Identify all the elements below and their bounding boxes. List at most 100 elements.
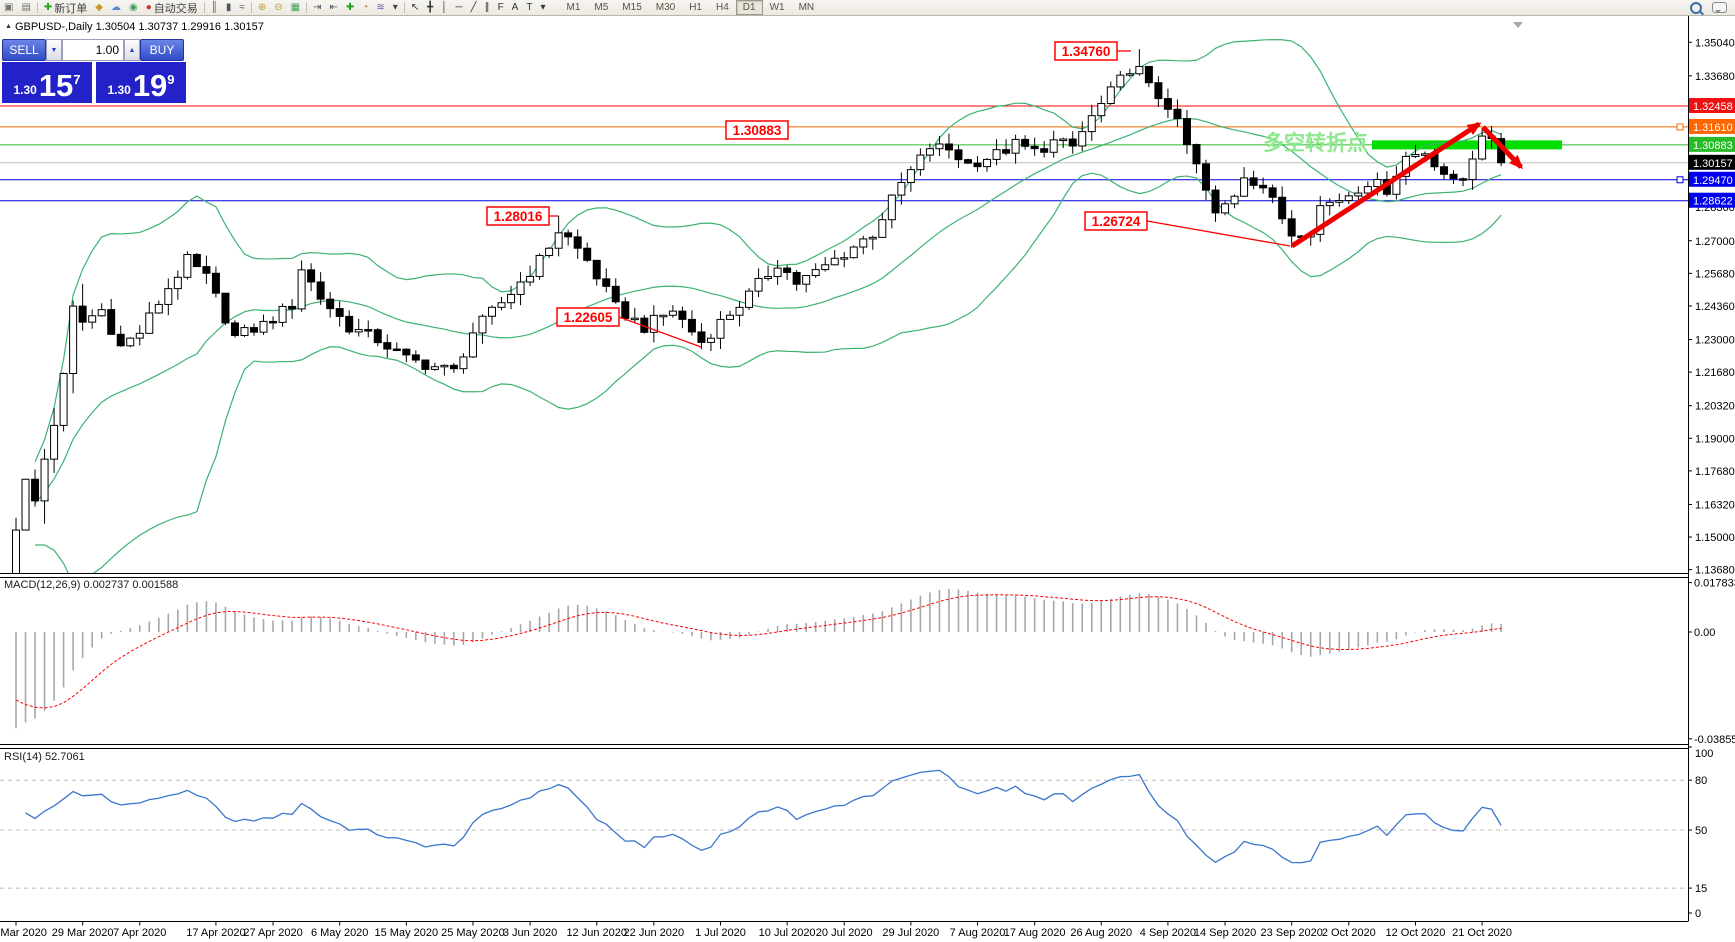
svg-text:1.30883: 1.30883 — [1693, 140, 1733, 152]
annotations: 1.34760 1.30883 1.28016 1.22605 1.26724 多空转折点 — [486, 41, 1524, 348]
arrows-icon[interactable]: ▾ — [540, 1, 546, 13]
svg-text:1.31610: 1.31610 — [1693, 122, 1733, 134]
svg-text:1.16320: 1.16320 — [1695, 499, 1735, 511]
toolbar-separator — [306, 2, 308, 13]
svg-text:15: 15 — [1695, 883, 1707, 895]
channel-icon[interactable]: ∥ — [484, 1, 490, 13]
one-click-trading-panel: SELL ▼ ▲ BUY 1.30 15 7 1.30 19 9 — [2, 39, 192, 103]
timeframe-h4[interactable]: H4 — [716, 2, 729, 13]
vertical-line-icon[interactable]: │ — [441, 1, 448, 13]
fibonacci-icon[interactable]: F — [497, 1, 504, 13]
price-tag-1.26724 — [1084, 211, 1148, 231]
chart-shift-icon[interactable]: ⇤ — [329, 1, 338, 13]
auto-scroll-icon[interactable]: ⇥ — [313, 1, 322, 13]
new-order-button[interactable]: ✚ 新订单 — [43, 1, 88, 15]
publish-icon[interactable]: ☁ — [111, 1, 121, 13]
search-icon[interactable] — [1690, 1, 1702, 14]
svg-text:17 Aug 2020: 17 Aug 2020 — [1004, 927, 1066, 939]
axis-label-1.29470 — [1689, 171, 1735, 187]
svg-text:1.33680: 1.33680 — [1695, 71, 1735, 83]
toolbar-items: ▣ ▤ ✚ 新订单 ◆ ☁ ◉ ● 自动交易 ║ ▮ ≈ ⊕ ⊖ ▦ ⇥ ⇤ ✚ ◔ ≋ ▾ ↖ ╋ │ ─ ╱ ∥ F A T ▾ — [0, 1, 549, 15]
buy-button[interactable]: BUY — [140, 39, 184, 61]
timeframe-m30[interactable]: M30 — [655, 2, 676, 13]
axis-label-1.32458 — [1689, 98, 1735, 113]
horizontal-line-icon[interactable]: ─ — [455, 1, 463, 13]
toolbar-right — [1690, 1, 1735, 14]
svg-text:1.28622: 1.28622 — [1693, 196, 1733, 208]
period-icon[interactable]: ◔ — [362, 1, 369, 13]
zoom-out-icon[interactable]: ⊖ — [274, 1, 283, 13]
line-chart-icon[interactable]: ≈ — [239, 1, 245, 13]
collapse-icon[interactable]: ▲ — [5, 23, 12, 30]
buy-price-display[interactable]: 1.30 19 9 — [96, 62, 186, 103]
timeframe-m5[interactable]: M5 — [594, 2, 609, 13]
svg-text:19 Mar 2020: 19 Mar 2020 — [0, 927, 47, 939]
svg-text:-0.038559: -0.038559 — [1694, 734, 1735, 746]
svg-text:3 Jun 2020: 3 Jun 2020 — [503, 927, 557, 939]
svg-text:1.23000: 1.23000 — [1695, 335, 1735, 347]
timeframe-m1[interactable]: M1 — [566, 2, 581, 13]
buy-price-pip: 9 — [167, 72, 175, 87]
svg-text:1.29470: 1.29470 — [1693, 175, 1733, 187]
rsi-label: RSI(14) 52.7061 — [4, 751, 85, 763]
trend-arrow — [1481, 125, 1524, 170]
cursor-icon[interactable]: ↖ — [410, 1, 420, 13]
volume-increase-button[interactable]: ▲ — [124, 39, 140, 61]
sell-button[interactable]: SELL — [2, 39, 46, 61]
price-tag-1.28016 — [486, 206, 550, 226]
bar-chart-icon[interactable]: ║ — [210, 1, 218, 13]
timeframe-h1[interactable]: H1 — [689, 2, 702, 13]
trendline-icon[interactable]: ╱ — [470, 1, 477, 13]
turning-point-text: 多空转折点 — [1263, 131, 1368, 155]
timeframe-d1[interactable]: D1 — [735, 0, 763, 15]
chat-icon[interactable] — [1712, 2, 1727, 13]
toolbar-separator — [250, 2, 252, 13]
svg-text:25 May 2020: 25 May 2020 — [441, 927, 505, 939]
auto-trading-button[interactable]: ● 自动交易 — [145, 1, 198, 15]
dropdown-icon[interactable]: ▾ — [392, 1, 398, 13]
rsi-pane — [0, 769, 1688, 889]
gold-icon[interactable]: ◆ — [95, 1, 103, 13]
toolbar: ▣ ▤ ✚ 新订单 ◆ ☁ ◉ ● 自动交易 ║ ▮ ≈ ⊕ ⊖ ▦ ⇥ ⇤ ✚ ◔ ≋ ▾ ↖ ╋ │ ─ ╱ ∥ F A T ▾ M1 M… — [0, 0, 1735, 16]
svg-text:0: 0 — [1695, 908, 1701, 920]
indicators-icon[interactable]: ≋ — [376, 1, 385, 13]
price-tag-1.30883 — [725, 120, 789, 140]
volume-input[interactable] — [62, 39, 124, 61]
svg-text:1.19000: 1.19000 — [1695, 433, 1735, 445]
line-marker — [1676, 176, 1684, 184]
trend-arrow — [1290, 121, 1482, 249]
svg-text:2 Oct 2020: 2 Oct 2020 — [1322, 927, 1376, 939]
chart-window-icon[interactable]: ▣ — [4, 1, 14, 13]
data-window-icon[interactable]: ▤ — [21, 1, 31, 13]
svg-text:1.15000: 1.15000 — [1695, 532, 1735, 544]
axis-label-1.28622 — [1689, 192, 1735, 208]
new-chart-icon[interactable]: ✚ — [345, 1, 355, 13]
sell-price-prefix: 1.30 — [13, 83, 37, 97]
price-tag-1.22605 — [556, 307, 620, 327]
toolbar-separator — [203, 2, 205, 13]
svg-text:4 Sep 2020: 4 Sep 2020 — [1140, 927, 1196, 939]
sell-price-display[interactable]: 1.30 15 7 — [2, 62, 92, 103]
highlight-band[interactable] — [1372, 140, 1562, 150]
timeframe-m15[interactable]: M15 — [622, 2, 642, 13]
zoom-in-icon[interactable]: ⊕ — [257, 1, 267, 13]
svg-text:7 Aug 2020: 7 Aug 2020 — [950, 927, 1006, 939]
tile-windows-icon[interactable]: ▦ — [290, 1, 301, 13]
svg-text:17 Apr 2020: 17 Apr 2020 — [186, 927, 245, 939]
svg-text:10 Jul 2020: 10 Jul 2020 — [759, 927, 816, 939]
timeframe-w1[interactable]: W1 — [769, 2, 785, 13]
timeframe-mn[interactable]: MN — [798, 2, 815, 13]
svg-text:0.017833: 0.017833 — [1694, 578, 1735, 590]
text-icon[interactable]: A — [511, 1, 519, 13]
volume-decrease-button[interactable]: ▼ — [46, 39, 62, 61]
text-label-icon[interactable]: T — [526, 1, 533, 13]
candlestick-chart-icon[interactable]: ▮ — [225, 1, 232, 13]
svg-text:1.32458: 1.32458 — [1693, 101, 1733, 113]
crosshair-icon[interactable]: ╋ — [427, 1, 434, 13]
sell-price-big: 15 — [38, 68, 74, 103]
macd-label: MACD(12,26,9) 0.002737 0.001588 — [4, 579, 179, 591]
signals-icon[interactable]: ◉ — [129, 1, 138, 13]
